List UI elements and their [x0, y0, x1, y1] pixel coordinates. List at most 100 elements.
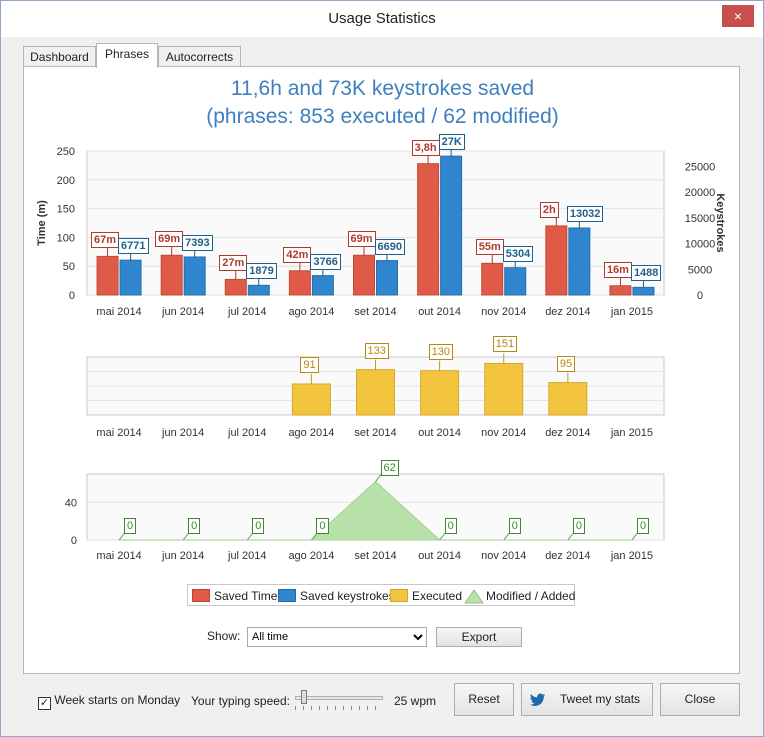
close-button[interactable]: Close — [660, 683, 740, 716]
week-starts-monday-checkbox[interactable]: ✓ Week starts on Monday — [38, 693, 180, 710]
bar-saved-time — [160, 254, 183, 296]
label-saved-time: 67m — [91, 232, 120, 249]
chart3-x-tick: mai 2014 — [96, 550, 141, 562]
charts-area: 0 50 100 150 200 250 0 5000 10000 15000 20000 25000… — [36, 144, 726, 562]
typing-speed-slider[interactable] — [295, 689, 383, 711]
chart1-y2-axis-title: Keystrokes — [714, 193, 726, 252]
chart1-y-axis-title: Time (m) — [36, 200, 48, 246]
chart1-y2-tick: 10000 — [685, 239, 716, 251]
chart3-x-tick: set 2014 — [354, 550, 396, 562]
slider-ticks — [295, 706, 383, 710]
title-bar: Usage Statistics × — [1, 1, 763, 37]
bar-saved-keystrokes — [504, 267, 527, 296]
legend-label: Modified / Added — [486, 589, 576, 603]
chart1-y2-tick: 0 — [697, 290, 703, 302]
legend-swatch-saved-keystrokes — [278, 589, 296, 602]
chart1-x-tick: jul 2014 — [227, 306, 267, 318]
chart2-x-tick: jul 2014 — [227, 427, 267, 439]
chart2-x-tick: jan 2015 — [610, 427, 653, 439]
chart3-x-tick: ago 2014 — [288, 550, 334, 562]
legend-swatch-saved-time — [192, 589, 210, 602]
chart1-x-tick: out 2014 — [418, 306, 461, 318]
chart1-y2-tick: 15000 — [685, 213, 716, 225]
bar-executed — [484, 362, 524, 416]
label-executed: 133 — [364, 342, 389, 359]
chart1-x-tick: jan 2015 — [610, 306, 653, 318]
bar-saved-time — [224, 278, 247, 296]
label-executed: 95 — [556, 355, 576, 372]
chart3-x-tick: jul 2014 — [227, 550, 267, 562]
tab-dashboard[interactable]: Dashboard — [23, 46, 96, 68]
chart3-y-tick: 40 — [65, 497, 77, 509]
chart3-x-tick: jun 2014 — [161, 550, 204, 562]
chart1-y-tick: 200 — [57, 175, 75, 187]
chart2-x-tick: out 2014 — [418, 427, 461, 439]
tab-autocorrects[interactable]: Autocorrects — [158, 46, 241, 68]
chart2-x-tick: nov 2014 — [481, 427, 526, 439]
label-saved-keystrokes: 1879 — [246, 263, 277, 280]
typing-speed-label: Your typing speed: — [191, 694, 290, 708]
bar-saved-time — [481, 262, 504, 296]
export-button[interactable]: Export — [436, 627, 522, 647]
slider-thumb[interactable] — [301, 690, 307, 704]
legend-triangle-icon — [464, 589, 484, 604]
legend-label: Saved Time — [214, 589, 278, 603]
bar-saved-time — [96, 255, 119, 296]
bar-executed — [356, 369, 395, 416]
chart1-x-tick: set 2014 — [354, 306, 396, 318]
bar-saved-keystrokes — [311, 275, 334, 296]
chart3-x-tick: nov 2014 — [481, 550, 526, 562]
chart2-x-tick: jun 2014 — [161, 427, 204, 439]
label-modified: 0 — [188, 518, 201, 534]
chart1-y-tick: 250 — [57, 146, 75, 158]
chart2-x-tick: dez 2014 — [545, 427, 590, 439]
reset-button[interactable]: Reset — [454, 683, 514, 716]
bar-executed — [420, 370, 460, 416]
chart2-x-tick: set 2014 — [354, 427, 396, 439]
window-title: Usage Statistics — [328, 10, 436, 27]
label-saved-time: 69m — [155, 231, 184, 248]
label-modified: 0 — [572, 518, 585, 534]
show-dropdown[interactable]: All time — [247, 627, 427, 647]
label-executed: 91 — [300, 356, 319, 373]
bar-saved-time — [353, 254, 375, 296]
label-modified: 0 — [124, 518, 137, 534]
chart-legend: Saved Time Saved keystrokes Executed Mod… — [187, 584, 575, 606]
chart1-y-tick: 150 — [57, 204, 75, 216]
bar-saved-keystrokes — [183, 256, 206, 296]
chart3-x-tick: jan 2015 — [610, 550, 653, 562]
tab-phrases[interactable]: Phrases — [96, 43, 158, 68]
label-saved-time: 27m — [219, 255, 248, 272]
label-saved-time: 3,8h — [411, 139, 440, 156]
legend-label: Saved keystrokes — [300, 589, 395, 603]
label-saved-time: 69m — [347, 231, 376, 248]
label-modified: 0 — [508, 518, 521, 534]
chart1-y2-tick: 5000 — [688, 264, 712, 276]
chart3-y-tick: 0 — [71, 535, 77, 547]
chart1-y-tick: 100 — [57, 232, 75, 244]
label-modified: 0 — [252, 518, 265, 534]
chart1-x-tick: mai 2014 — [96, 306, 141, 318]
label-modified: 0 — [636, 518, 650, 534]
chart1-plot-area — [86, 150, 665, 296]
show-label: Show: — [207, 629, 241, 643]
label-saved-time: 55m — [475, 239, 504, 256]
bar-saved-keystrokes — [119, 259, 142, 296]
legend-label: Executed — [412, 589, 463, 603]
window-close-button[interactable]: × — [722, 5, 754, 27]
label-executed: 130 — [428, 343, 453, 360]
bar-executed — [548, 382, 588, 416]
tweet-my-stats-button[interactable]: Tweet my stats — [521, 683, 653, 716]
typing-speed-value: 25 wpm — [394, 694, 437, 708]
chart1-y-tick: 0 — [69, 290, 75, 302]
legend-swatch-executed — [390, 589, 408, 602]
chart1-x-tick: jun 2014 — [161, 306, 204, 318]
label-saved-keystrokes: 1488 — [630, 265, 662, 282]
chart1-x-tick: nov 2014 — [481, 306, 526, 318]
label-modified: 0 — [444, 518, 457, 534]
chart3-x-tick: dez 2014 — [545, 550, 590, 562]
label-saved-keystrokes: 6690 — [374, 238, 405, 255]
chart1-y2-tick: 25000 — [685, 161, 716, 173]
label-saved-keystrokes: 13032 — [566, 205, 604, 222]
